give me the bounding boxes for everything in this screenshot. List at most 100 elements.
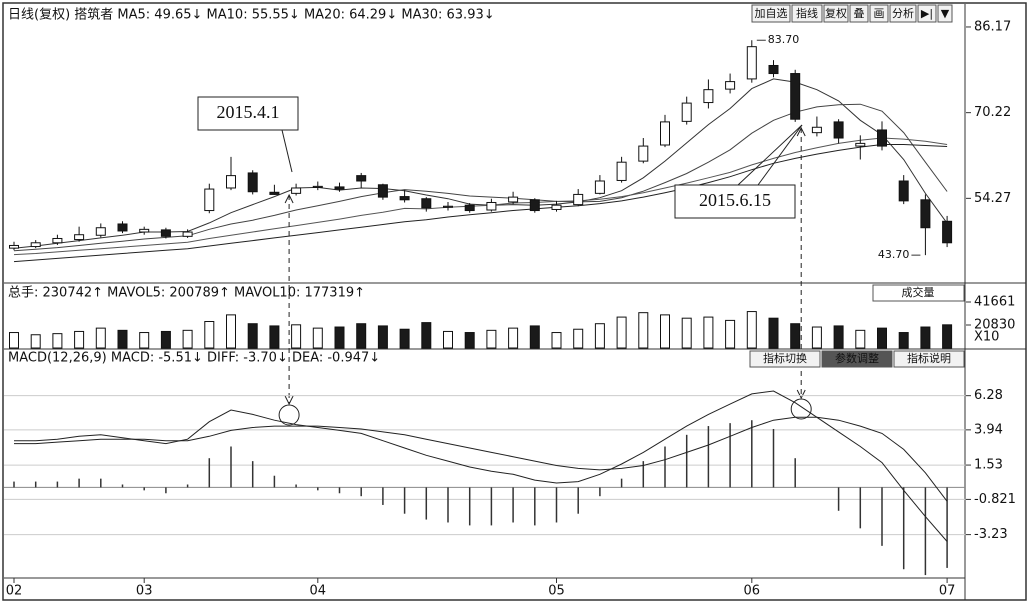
y-tick-label: 6.28 xyxy=(974,388,1003,403)
x-tick-label: 03 xyxy=(136,584,153,599)
candle-body xyxy=(594,180,605,194)
candle-body xyxy=(616,161,627,181)
volume-bar xyxy=(725,319,736,349)
x-tick-label: 02 xyxy=(6,584,23,599)
volume-bar xyxy=(160,330,171,349)
annotation-leader xyxy=(737,124,803,186)
volume-bar xyxy=(529,325,540,349)
indicator-button[interactable] xyxy=(749,350,821,368)
x-tick-label: 05 xyxy=(548,584,565,599)
candle-body xyxy=(226,175,236,189)
selector[interactable] xyxy=(872,284,965,302)
candle-body xyxy=(508,196,519,203)
annotation-box xyxy=(197,96,299,131)
candle-body xyxy=(942,220,953,244)
annotation-leader xyxy=(757,124,803,186)
guide-arrow xyxy=(284,395,294,406)
volume-bar xyxy=(638,312,649,349)
volume-bar xyxy=(551,332,562,349)
indicator-button-label[interactable]: 参数调整 xyxy=(835,351,879,365)
candle-body xyxy=(443,205,453,208)
candle-body xyxy=(790,73,801,120)
toolbar-button[interactable] xyxy=(917,4,937,23)
volume-bar xyxy=(833,325,844,349)
guide-arrow xyxy=(284,193,294,204)
y-tick-label: 20830 xyxy=(974,318,1015,333)
x-tick-label: 04 xyxy=(310,584,327,599)
candle-body xyxy=(920,199,931,229)
toolbar-button-label[interactable]: 画 xyxy=(874,7,885,20)
y-tick-label: 1.53 xyxy=(974,458,1003,473)
candle-body xyxy=(486,201,497,211)
volume-bar xyxy=(30,334,41,349)
volume-bar xyxy=(95,327,106,349)
candle-body xyxy=(312,185,323,188)
candle-body xyxy=(768,64,779,75)
candle-body xyxy=(811,126,822,134)
annotation-box xyxy=(674,184,796,219)
volume-bar xyxy=(681,317,692,349)
selector-label[interactable]: 成交量 xyxy=(902,285,935,299)
price-header: 日线(复权) 搭筑者 MA5: 49.65↓ MA10: 55.55↓ MA20… xyxy=(8,7,495,23)
volume-bar xyxy=(746,311,757,349)
annotation-text: 2015.6.15 xyxy=(699,190,771,210)
ma-line xyxy=(13,144,948,263)
volume-bar xyxy=(855,329,866,349)
y-tick-label: 86.17 xyxy=(974,19,1011,34)
dif-line xyxy=(14,390,948,542)
toolbar-button[interactable] xyxy=(751,4,791,23)
guide-circle xyxy=(278,404,300,426)
candle-body xyxy=(660,121,670,146)
candle-body xyxy=(52,237,63,244)
dea-line xyxy=(14,416,948,502)
volume-bar xyxy=(117,329,128,349)
y-tick-label: 54.27 xyxy=(974,191,1011,206)
toolbar-button[interactable] xyxy=(791,4,823,23)
candle-body xyxy=(464,204,475,212)
toolbar-button-label[interactable]: ▶| xyxy=(921,7,933,20)
volume-bar xyxy=(660,314,670,349)
volume-bar xyxy=(226,314,236,349)
candle-body xyxy=(356,175,367,182)
toolbar-button-label[interactable]: 加自选 xyxy=(755,7,788,20)
macd-header: MACD(12,26,9) MACD: -5.51↓ DIFF: -3.70↓ … xyxy=(8,351,380,366)
toolbar-button-label[interactable]: 分析 xyxy=(892,6,914,20)
candle-body xyxy=(399,196,410,201)
volume-bar xyxy=(508,327,519,349)
indicator-button-label[interactable]: 指标切换 xyxy=(763,351,807,365)
toolbar-button-label[interactable]: 复权 xyxy=(825,6,847,20)
volume-bar xyxy=(443,330,453,349)
candle-body xyxy=(529,199,540,212)
candle-body xyxy=(334,186,345,190)
volume-bar xyxy=(920,326,931,349)
toolbar-button-label[interactable]: 指线 xyxy=(796,6,818,20)
indicator-button[interactable] xyxy=(821,350,893,368)
volume-bar xyxy=(703,316,714,349)
volume-bar xyxy=(204,321,215,349)
x-tick-label: 07 xyxy=(939,584,956,599)
volume-bar xyxy=(811,326,822,349)
volume-bar xyxy=(616,316,627,349)
volume-bar xyxy=(377,325,388,349)
indicator-button[interactable] xyxy=(893,350,965,368)
candle-body xyxy=(95,227,106,236)
toolbar-button[interactable] xyxy=(869,4,889,23)
indicator-button-label[interactable]: 指标说明 xyxy=(907,351,951,365)
y-tick-label: 70.22 xyxy=(974,105,1011,120)
volume-bar xyxy=(573,328,584,349)
candle-body xyxy=(703,89,714,104)
volume-bar xyxy=(74,330,85,349)
toolbar-button[interactable] xyxy=(889,4,917,23)
candle-body xyxy=(269,191,280,195)
volume-bar xyxy=(594,323,605,349)
toolbar-button[interactable] xyxy=(937,4,953,23)
candle-body xyxy=(377,184,388,198)
candle-body xyxy=(833,121,844,139)
toolbar-button-label[interactable]: ▼ xyxy=(941,7,950,20)
low-label: 43.70 xyxy=(878,248,910,261)
guide-arrow xyxy=(796,126,806,137)
toolbar-button[interactable] xyxy=(849,4,869,23)
toolbar-button[interactable] xyxy=(823,4,849,23)
toolbar-button-label[interactable]: 叠 xyxy=(854,7,865,20)
